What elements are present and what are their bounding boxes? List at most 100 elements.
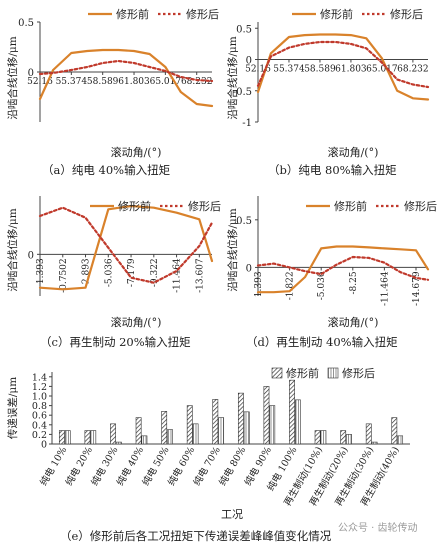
bar-after xyxy=(192,423,199,445)
x-axis-title: 滚动角/(°) xyxy=(328,145,379,159)
bar-y-tick-label: 1.2 xyxy=(32,382,47,393)
bar-after xyxy=(371,441,378,445)
bar-before xyxy=(365,423,372,445)
x-tick-label: -5.036 xyxy=(317,271,327,300)
x-tick-label: -14.679 xyxy=(412,271,422,306)
legend-label-before: 修形前 xyxy=(334,199,367,213)
legend-label-after: 修形后 xyxy=(390,7,423,21)
bar-before xyxy=(186,405,193,445)
x-tick-label: 65.017 xyxy=(366,65,398,75)
legend-swatch-before-bar xyxy=(271,367,283,379)
bar-after xyxy=(218,417,225,445)
x-tick-label: 58.589 xyxy=(304,65,336,75)
bar-before xyxy=(212,399,219,445)
legend-label-after-bar: 修形后 xyxy=(342,366,375,380)
x-tick-label: -9.322 xyxy=(150,258,160,287)
bar-before xyxy=(263,386,270,445)
bar-y-tick-label: 0.8 xyxy=(32,401,47,412)
legend-label-before-bar: 修形前 xyxy=(286,366,319,380)
bar-y-tick-label: 1.0 xyxy=(32,392,47,403)
bar-after xyxy=(294,399,301,445)
bar-before xyxy=(340,430,347,445)
bar-before xyxy=(237,392,244,445)
x-tick-label: -11.464 xyxy=(380,271,390,306)
legend-label-before: 修形前 xyxy=(116,7,149,21)
x-axis-title: 滚动角/(°) xyxy=(328,315,379,329)
legend-label-after: 修形后 xyxy=(186,7,219,21)
caption-a: （a）纯电 40%输入扭矩 xyxy=(42,163,171,177)
bar-before xyxy=(289,379,295,445)
x-tick-label: -1.822 xyxy=(286,271,296,300)
watermark: 公众号 · 齿轮传动 xyxy=(338,523,418,534)
x-tick-label: 61.803 xyxy=(335,65,367,75)
series-line-before xyxy=(38,204,214,291)
bar-y-axis-title: 传递误差/μm xyxy=(6,377,19,439)
y-tick-label: 0 xyxy=(28,250,34,261)
bar-before xyxy=(110,423,116,445)
legend-label-after: 修形后 xyxy=(188,199,221,213)
bar-x-axis-title: 工况 xyxy=(221,508,243,521)
bar-y-tick-label: 1.4 xyxy=(32,372,47,383)
bar-before xyxy=(161,411,168,445)
bar-y-tick-label: 0.4 xyxy=(32,420,47,431)
y-tick-label: 0 xyxy=(28,68,34,79)
series-line-after xyxy=(38,59,214,83)
x-tick-label: 1.393 xyxy=(36,258,46,284)
x-tick-label: 68.232 xyxy=(397,65,429,75)
bar-before xyxy=(391,417,398,445)
x-tick-label: -11.464 xyxy=(173,258,183,293)
y-tick-label: 0.5 xyxy=(18,18,34,29)
caption-e: （e）修形前后各工况扭矩下传递误差峰峰值变化情况 xyxy=(60,529,332,543)
bar-after xyxy=(243,411,250,445)
x-tick-label: -2.893 xyxy=(82,258,92,287)
caption-c: （c）再生制动 20%输入扭矩 xyxy=(40,335,191,349)
legend-swatch-after-bar xyxy=(327,367,339,379)
x-tick-label: 55.374 xyxy=(56,77,88,87)
series-line-after xyxy=(256,40,430,89)
bar-before xyxy=(58,430,65,445)
bar-y-tick-label: 0 xyxy=(41,440,47,451)
bar-before xyxy=(135,417,142,445)
legend-label-before: 修形前 xyxy=(118,199,151,213)
x-tick-label: 58.589 xyxy=(87,77,119,87)
bar-after xyxy=(269,405,276,445)
bar-after xyxy=(90,430,97,445)
series-line-after xyxy=(38,206,214,284)
y-tick-label: 0 xyxy=(246,263,252,274)
legend-label-before: 修形前 xyxy=(320,7,353,21)
x-tick-label: -0.7502 xyxy=(59,258,69,293)
bar-after xyxy=(115,441,122,445)
bar-before xyxy=(84,430,91,445)
bar-y-tick-label: 0.6 xyxy=(32,411,47,422)
x-tick-label: -5.036 xyxy=(104,258,114,287)
x-axis-title: 滚动角/(°) xyxy=(111,315,162,329)
bar-after xyxy=(141,435,148,445)
series-line-before xyxy=(256,33,430,101)
x-tick-label: 52.16 xyxy=(27,77,53,87)
x-tick-label: 55.374 xyxy=(273,65,305,75)
y-tick-label: 0.5 xyxy=(236,216,252,227)
x-tick-label: 1.393 xyxy=(254,271,264,297)
y-axis-title: 沿啮合线位移/μm xyxy=(6,36,19,119)
y-tick-label: 0 xyxy=(246,56,252,67)
y-tick-label: -0.5 xyxy=(233,87,252,98)
series-line-after xyxy=(256,255,430,281)
caption-d: （d）再生制动 40%输入扭矩 xyxy=(246,335,398,349)
legend-label-after: 修形后 xyxy=(404,199,437,213)
bar-y-tick-label: 0.2 xyxy=(32,430,47,441)
bar-after xyxy=(346,434,352,445)
bar-before xyxy=(314,430,321,445)
y-axis-title: 沿啮合线位移/μm xyxy=(6,208,19,291)
bar-after xyxy=(167,429,173,445)
x-tick-label: 68.232 xyxy=(181,77,213,87)
x-tick-label: -8.25 xyxy=(349,271,359,294)
x-tick-label: -7.179 xyxy=(127,258,137,287)
y-tick-label: 0.5 xyxy=(236,24,252,35)
series-line-before xyxy=(256,245,430,294)
y-tick-label: -1 xyxy=(242,118,252,129)
y-axis-title: 沿啮合线位移/μm xyxy=(226,36,239,119)
bar-after xyxy=(320,430,327,445)
x-tick-label: 61.803 xyxy=(118,77,150,87)
x-tick-label: 52.16 xyxy=(245,65,271,75)
